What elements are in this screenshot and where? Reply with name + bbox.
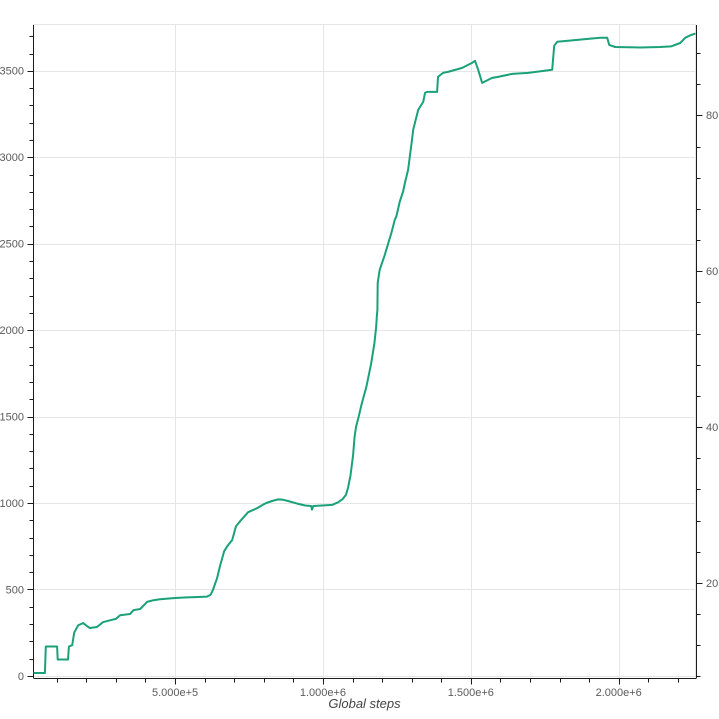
x-tick-label: 2.000e+6 (596, 687, 642, 699)
y-left-tick-label: 3500 (0, 66, 24, 78)
x-axis-labels: 5.000e+5 1.000e+6 1.500e+6 2.000e+6 (152, 687, 642, 699)
y-axis-left-labels: 0 500 1000 1500 2000 2500 3000 3500 (0, 66, 24, 683)
y-left-tick-label: 3000 (0, 152, 24, 164)
x-tick-label: 1.500e+6 (448, 687, 494, 699)
y-left-tick-label: 500 (6, 584, 24, 596)
y-left-tick-label: 2000 (0, 325, 24, 337)
y-left-tick-label: 0 (18, 671, 24, 683)
y-axis-right (696, 25, 703, 678)
x-tick-label: 1.000e+6 (300, 687, 346, 699)
grid (34, 25, 695, 678)
x-axis-title: Global steps (328, 696, 401, 711)
y-left-tick-label: 2500 (0, 239, 24, 251)
y-right-tick-label: 60 (706, 266, 718, 278)
x-axis (33, 678, 697, 685)
y-right-tick-label: 20 (706, 578, 718, 590)
y-left-tick-label: 1000 (0, 498, 24, 510)
y-right-tick-label: 40 (706, 422, 718, 434)
series-line (33, 32, 696, 674)
y-right-tick-label: 80 (706, 110, 718, 122)
y-left-tick-label: 1500 (0, 411, 24, 423)
y-axis-left (27, 25, 34, 678)
x-tick-label: 5.000e+5 (152, 687, 198, 699)
plot-outline (33, 24, 696, 679)
y-axis-right-labels: 20 40 60 80 (706, 110, 718, 590)
